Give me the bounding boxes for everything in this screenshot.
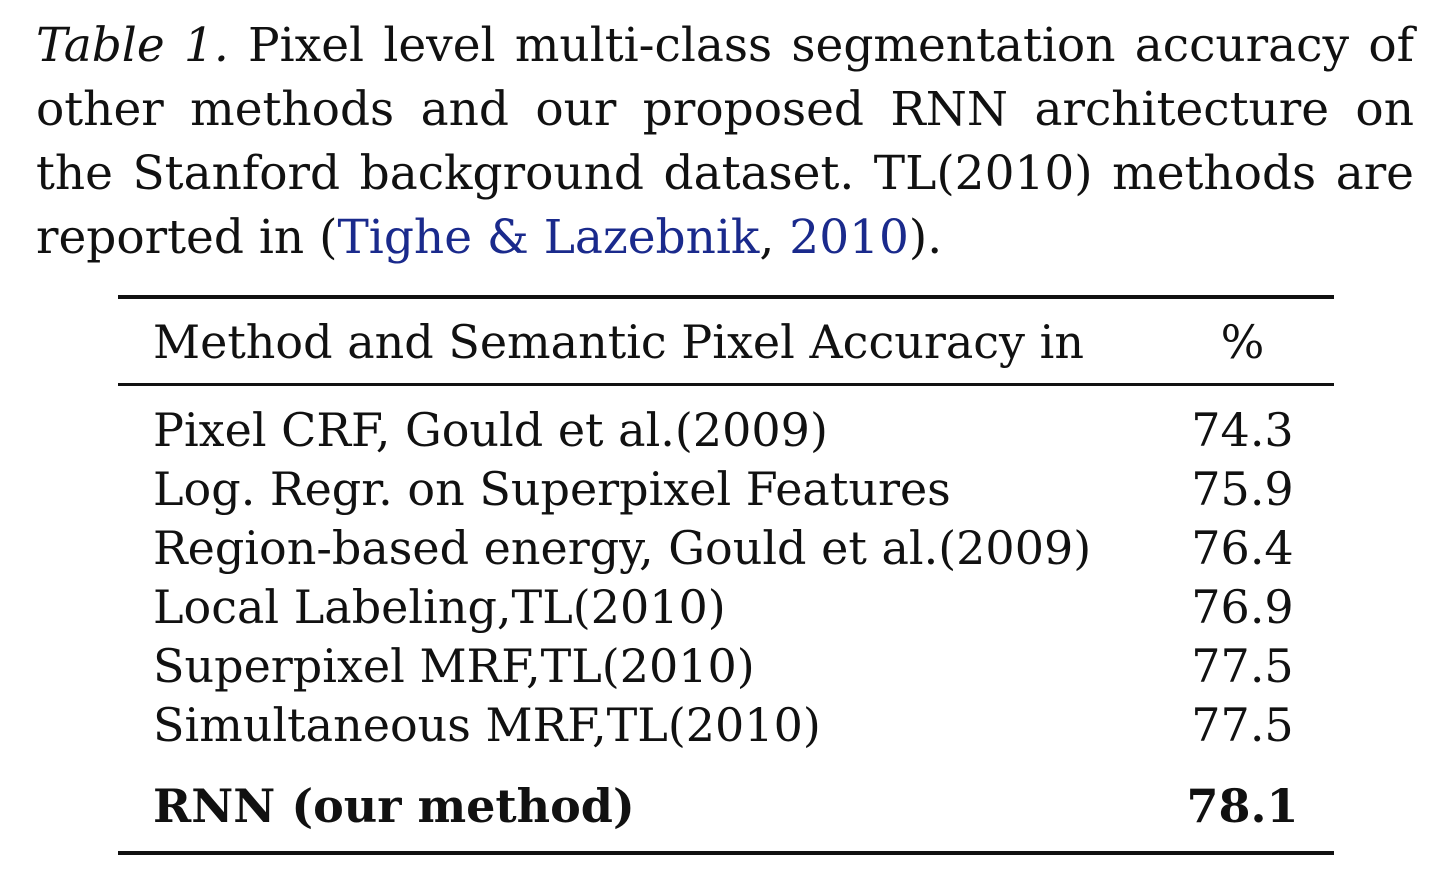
table-row-method: Superpixel MRF,TL(2010) xyxy=(153,639,755,693)
table-row-method: Region-based energy, Gould et al.(2009) xyxy=(153,521,1092,575)
table-header-rule xyxy=(118,383,1334,386)
table-row-method: Local Labeling,TL(2010) xyxy=(153,580,726,634)
table-caption: Table 1. Pixel level multi-class segment… xyxy=(36,14,1414,270)
table-label: Table 1. xyxy=(36,18,229,73)
table-row-value: 75.9 xyxy=(1191,462,1294,516)
citation-separator: , xyxy=(759,210,790,265)
table-top-rule xyxy=(118,295,1334,299)
table-row-method: Pixel CRF, Gould et al.(2009) xyxy=(153,403,828,457)
table-row-value: 77.5 xyxy=(1191,639,1294,693)
caption-text: Pixel level multi-class segmentation acc… xyxy=(36,18,1415,265)
table-row-value: 76.9 xyxy=(1191,580,1294,634)
table-bottom-rule xyxy=(118,851,1334,855)
citation-link-year[interactable]: 2010 xyxy=(789,210,909,265)
header-method: Method and Semantic Pixel Accuracy in xyxy=(153,315,1084,369)
citation-link-authors[interactable]: Tighe & Lazebnik xyxy=(337,210,760,265)
table-row-method: Simultaneous MRF,TL(2010) xyxy=(153,698,821,752)
highlight-row-value: 78.1 xyxy=(1186,779,1299,833)
caption-end: ). xyxy=(908,210,943,265)
table-row-value: 74.3 xyxy=(1191,403,1294,457)
table-row-value: 77.5 xyxy=(1191,698,1294,752)
highlight-row-method: RNN (our method) xyxy=(153,779,635,833)
table-row-method: Log. Regr. on Superpixel Features xyxy=(153,462,951,516)
header-value: % xyxy=(1220,315,1265,369)
table-row-value: 76.4 xyxy=(1191,521,1294,575)
